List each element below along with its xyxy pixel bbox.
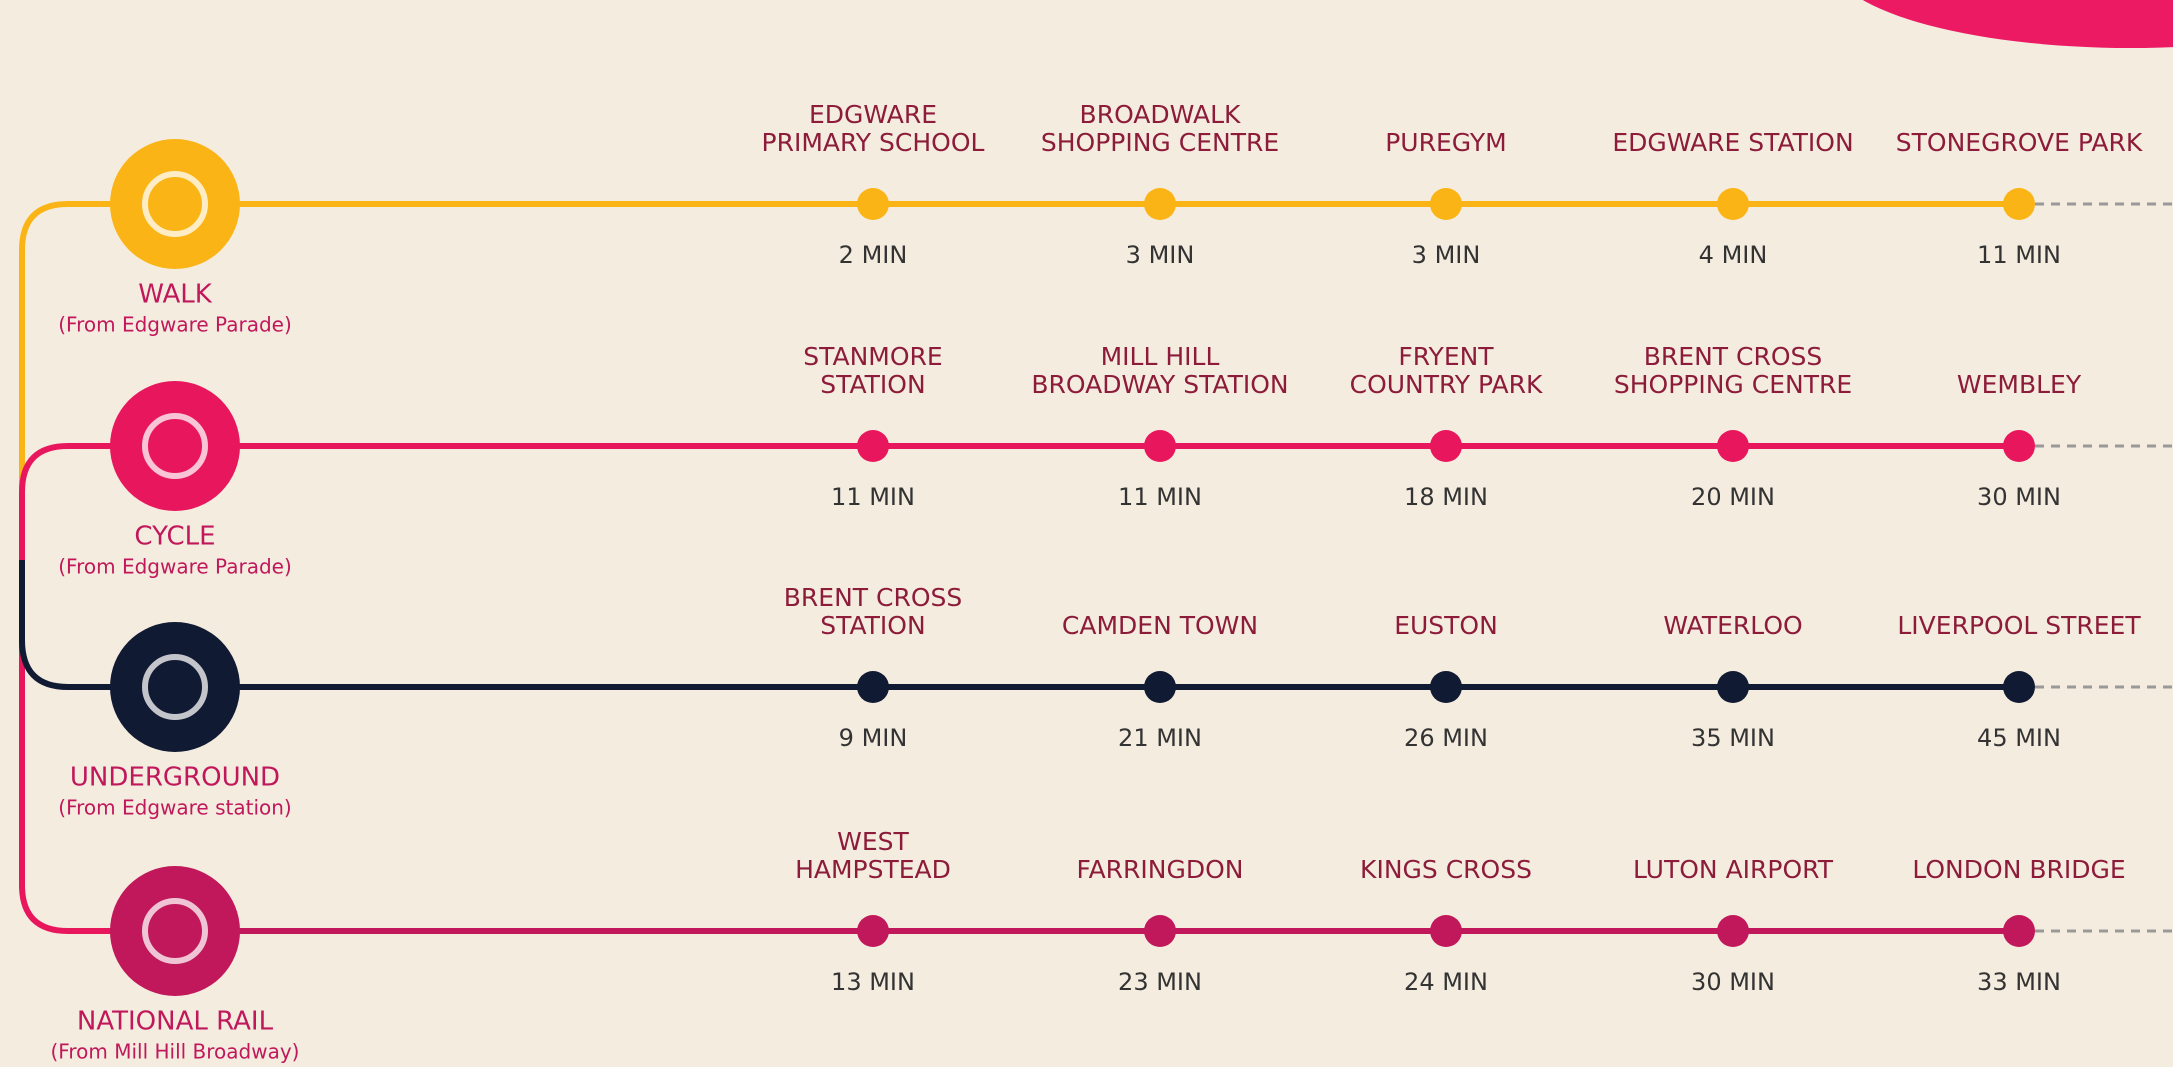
stop-time: 11 MIN (1977, 241, 2061, 269)
mode-origin: (From Edgware station) (58, 796, 291, 820)
stop-dot (2003, 188, 2035, 220)
stop-name: COUNTRY PARK (1350, 370, 1543, 399)
stop-time: 30 MIN (1691, 968, 1775, 996)
mode-origin: (From Edgware Parade) (58, 555, 292, 579)
stop-name: SHOPPING CENTRE (1614, 370, 1852, 399)
stop-time: 26 MIN (1404, 724, 1488, 752)
stop-dot (857, 430, 889, 462)
stop-name: STATION (820, 370, 925, 399)
stop-dot (857, 915, 889, 947)
stop-dot (1430, 671, 1462, 703)
stop-dot (1430, 915, 1462, 947)
mode-icon (110, 866, 240, 996)
stop-time: 23 MIN (1118, 968, 1202, 996)
mode-icon (110, 139, 240, 269)
stop-name: HAMPSTEAD (795, 855, 951, 884)
stop-name: BROADWAY STATION (1031, 370, 1288, 399)
mode-icon (110, 381, 240, 511)
stop-name: FARRINGDON (1076, 855, 1243, 884)
mode-label: UNDERGROUND (70, 763, 280, 793)
stop-dot (857, 188, 889, 220)
stop-name: LONDON BRIDGE (1912, 855, 2125, 884)
stop-time: 11 MIN (1118, 483, 1202, 511)
stop-name: PUREGYM (1385, 128, 1507, 157)
connector (22, 560, 112, 687)
stop-time: 2 MIN (839, 241, 908, 269)
stop-dot (1144, 188, 1176, 220)
stop-time: 11 MIN (831, 483, 915, 511)
stop-name: BROADWALK (1080, 100, 1241, 129)
stop-name: EDGWARE (809, 100, 937, 129)
mode-icon (110, 622, 240, 752)
stop-time: 35 MIN (1691, 724, 1775, 752)
stop-name: WEST (837, 827, 909, 856)
stop-time: 45 MIN (1977, 724, 2061, 752)
stop-name: STANMORE (803, 342, 942, 371)
stop-time: 33 MIN (1977, 968, 2061, 996)
page: WALK (From Edgware Parade) EDGWAREPRIMARY … (0, 0, 2173, 1067)
stop-name: FRYENT (1398, 342, 1494, 371)
stop-dot (1430, 188, 1462, 220)
stop-time: 4 MIN (1699, 241, 1768, 269)
stop-name: EUSTON (1394, 611, 1498, 640)
stop-dot (2003, 915, 2035, 947)
stop-dot (1144, 430, 1176, 462)
mode-origin: (From Edgware Parade) (58, 313, 292, 337)
stop-dot (1144, 671, 1176, 703)
mode-label: CYCLE (134, 522, 215, 552)
stop-dot (1430, 430, 1462, 462)
stop-dot (857, 671, 889, 703)
stop-name: SHOPPING CENTRE (1041, 128, 1279, 157)
stop-dot (1717, 188, 1749, 220)
stop-dot (1717, 430, 1749, 462)
stop-time: 24 MIN (1404, 968, 1488, 996)
stop-name: EDGWARE STATION (1612, 128, 1853, 157)
travel-map: WALK (From Edgware Parade) EDGWAREPRIMARY … (0, 0, 2173, 1067)
stop-name: BRENT CROSS (1644, 342, 1822, 371)
mode-origin: (From Mill Hill Broadway) (50, 1040, 299, 1064)
stop-time: 18 MIN (1404, 483, 1488, 511)
stop-name: CAMDEN TOWN (1062, 611, 1258, 640)
stop-time: 20 MIN (1691, 483, 1775, 511)
stop-time: 13 MIN (831, 968, 915, 996)
stop-dot (2003, 671, 2035, 703)
stop-time: 3 MIN (1126, 241, 1195, 269)
stop-time: 30 MIN (1977, 483, 2061, 511)
stop-name: LUTON AIRPORT (1633, 855, 1834, 884)
corner-blob (1830, 0, 2173, 48)
stop-name: MILL HILL (1101, 342, 1220, 371)
stop-name: LIVERPOOL STREET (1897, 611, 2141, 640)
stop-name: WATERLOO (1663, 611, 1802, 640)
mode-label: NATIONAL RAIL (77, 1007, 274, 1037)
stop-time: 9 MIN (839, 724, 908, 752)
stop-dot (1144, 915, 1176, 947)
stop-dot (1717, 671, 1749, 703)
stop-name: STATION (820, 611, 925, 640)
stop-dot (1717, 915, 1749, 947)
stop-name: KINGS CROSS (1360, 855, 1532, 884)
mode-label: WALK (138, 280, 213, 310)
stop-name: WEMBLEY (1957, 370, 2082, 399)
stop-time: 3 MIN (1412, 241, 1481, 269)
stop-dot (2003, 430, 2035, 462)
stop-time: 21 MIN (1118, 724, 1202, 752)
stop-name: PRIMARY SCHOOL (762, 128, 985, 157)
stop-name: STONEGROVE PARK (1896, 128, 2143, 157)
stop-name: BRENT CROSS (784, 583, 962, 612)
